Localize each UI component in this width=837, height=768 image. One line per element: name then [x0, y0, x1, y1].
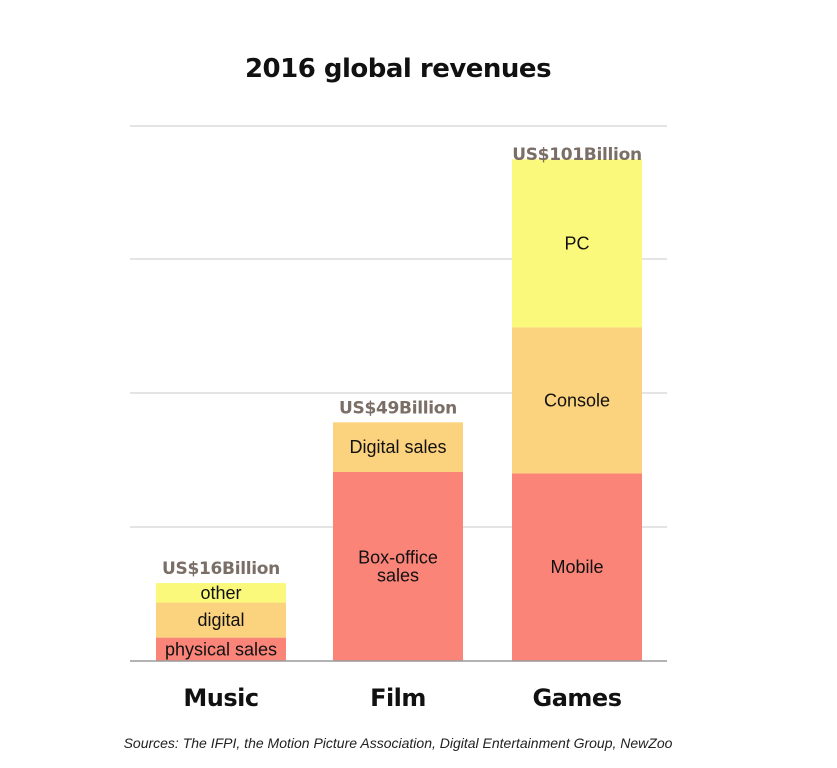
bar-segment-games [512, 473, 642, 661]
segment-label: Digital sales [349, 437, 446, 457]
segment-label: Mobile [550, 557, 603, 577]
bar-segment-music [156, 637, 286, 661]
bar-total-label: US$16Billion [162, 559, 280, 579]
bar-segment-music [156, 602, 286, 638]
bar-segment-film [333, 471, 463, 661]
bar-total-label: US$49Billion [339, 398, 457, 418]
bars [156, 159, 642, 661]
segment-label: PC [564, 233, 589, 253]
bar-segment-games [512, 327, 642, 474]
bar-total-label: US$101Billion [512, 145, 642, 165]
segment-label: sales [377, 565, 419, 585]
labels: physical sales digital other US$16Billion Mu… [162, 145, 642, 712]
segment-label: Box-office [358, 547, 438, 567]
segment-label: other [200, 583, 241, 603]
chart-title: 2016 global revenues [245, 54, 551, 84]
bar-segment-music [156, 583, 286, 603]
bar-segment-film [333, 422, 463, 472]
segment-label: digital [197, 610, 244, 630]
bar-segment-games [512, 159, 642, 328]
category-label: Film [370, 684, 426, 712]
segment-label: physical sales [165, 639, 277, 659]
segment-label: Console [544, 390, 610, 410]
source-note: Sources: The IFPI, the Motion Picture As… [124, 735, 673, 751]
category-label: Music [183, 684, 258, 712]
category-label: Games [533, 684, 622, 712]
